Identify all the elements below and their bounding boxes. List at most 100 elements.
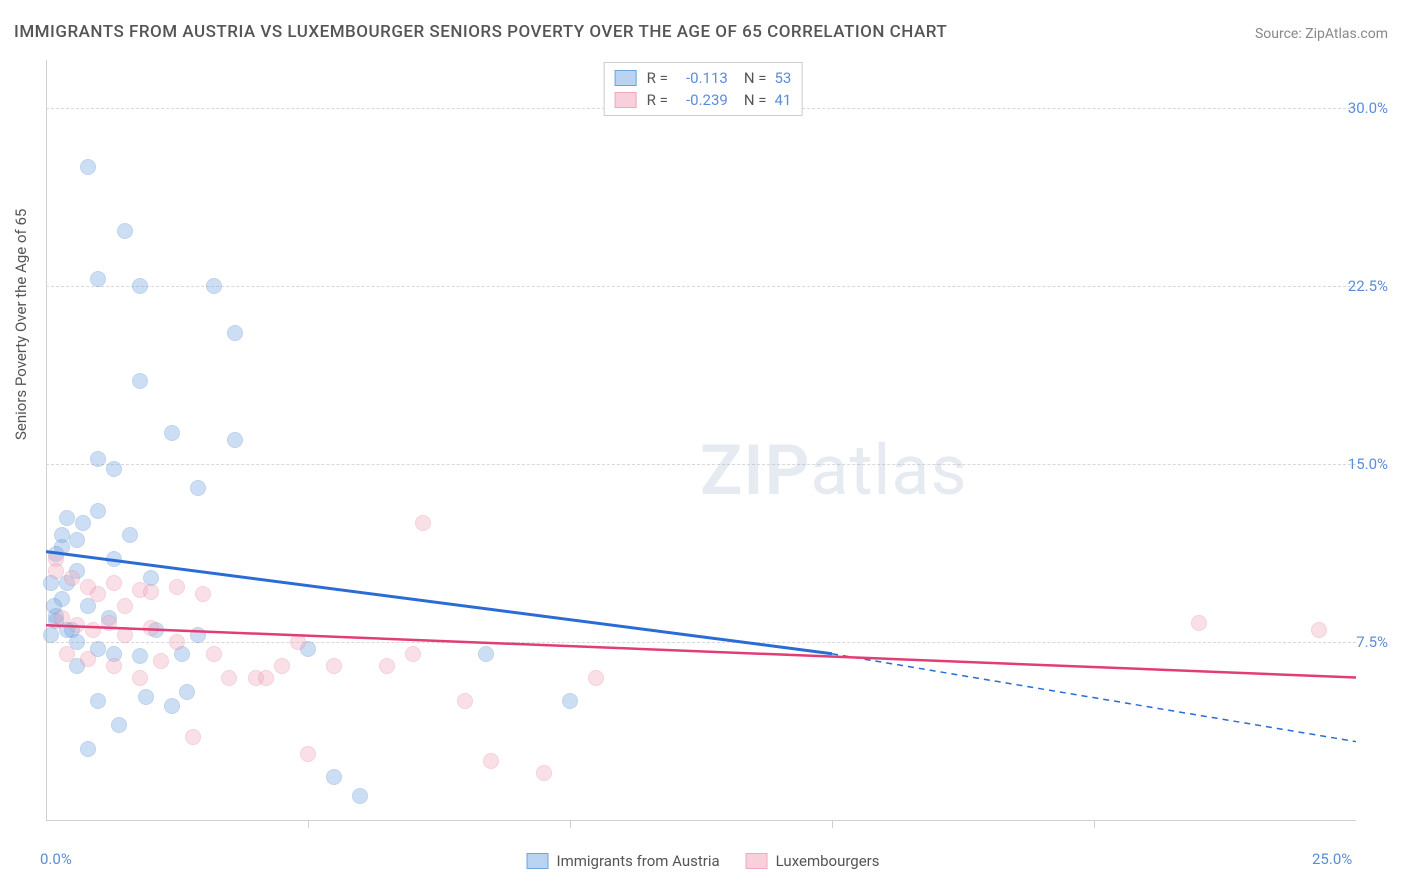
scatter-point: [80, 651, 96, 667]
scatter-point: [352, 788, 368, 804]
watermark-rest: atlas: [810, 430, 967, 512]
scatter-point: [457, 693, 473, 709]
r-value: -0.239: [674, 91, 728, 109]
watermark: ZIPatlas: [700, 430, 968, 512]
trend-line: [46, 552, 832, 654]
series-legend: Immigrants from Austria Luxembourgers: [527, 852, 880, 870]
x-tick: [308, 820, 309, 828]
scatter-point: [326, 769, 342, 785]
scatter-point: [54, 610, 70, 626]
scatter-point: [227, 432, 243, 448]
source-label: Source:: [1255, 26, 1302, 42]
scatter-point: [132, 670, 148, 686]
scatter-point: [483, 753, 499, 769]
scatter-point: [185, 729, 201, 745]
scatter-point: [405, 646, 421, 662]
y-tick-label: 15.0%: [1348, 455, 1388, 473]
scatter-point: [106, 658, 122, 674]
scatter-point: [48, 563, 64, 579]
scatter-point: [169, 634, 185, 650]
scatter-point: [132, 373, 148, 389]
scatter-point: [69, 617, 85, 633]
scatter-point: [106, 551, 122, 567]
grid-line: [46, 642, 1356, 643]
watermark-bold: ZIP: [700, 430, 810, 512]
scatter-point: [90, 503, 106, 519]
scatter-point: [195, 586, 211, 602]
r-value: -0.113: [674, 69, 728, 87]
scatter-point: [80, 741, 96, 757]
source-attribution: Source: ZipAtlas.com: [1255, 26, 1388, 42]
n-value: 53: [774, 69, 791, 87]
scatter-point: [562, 693, 578, 709]
scatter-point: [179, 684, 195, 700]
y-tick-label: 7.5%: [1356, 633, 1388, 651]
y-tick-label: 30.0%: [1348, 99, 1388, 117]
scatter-point: [300, 746, 316, 762]
legend-swatch: [615, 70, 637, 86]
scatter-point: [106, 575, 122, 591]
scatter-point: [69, 532, 85, 548]
scatter-point: [143, 620, 159, 636]
scatter-point: [59, 510, 75, 526]
scatter-point: [536, 765, 552, 781]
grid-line: [46, 286, 1356, 287]
scatter-point: [164, 425, 180, 441]
legend-swatch: [746, 853, 768, 869]
legend-swatch: [527, 853, 549, 869]
correlation-legend-row: R = -0.239 N = 41: [615, 89, 792, 111]
x-tick: [1094, 820, 1095, 828]
chart-title: IMMIGRANTS FROM AUSTRIA VS LUXEMBOURGER …: [14, 22, 947, 42]
scatter-point: [206, 646, 222, 662]
scatter-point: [54, 527, 70, 543]
scatter-point: [153, 653, 169, 669]
scatter-point: [190, 627, 206, 643]
scatter-point: [90, 693, 106, 709]
scatter-point: [326, 658, 342, 674]
scatter-point: [1311, 622, 1327, 638]
scatter-point: [169, 579, 185, 595]
scatter-point: [106, 461, 122, 477]
scatter-point: [143, 584, 159, 600]
trend-line: [46, 625, 1356, 677]
scatter-point: [90, 271, 106, 287]
scatter-point: [138, 689, 154, 705]
r-label: R =: [647, 69, 668, 87]
source-name: ZipAtlas.com: [1305, 26, 1388, 42]
y-tick-label: 22.5%: [1348, 277, 1388, 295]
correlation-legend-row: R = -0.113 N = 53: [615, 67, 792, 89]
legend-item: Luxembourgers: [746, 852, 880, 870]
y-axis-label: Seniors Poverty Over the Age of 65: [12, 209, 30, 440]
x-tick-label: 0.0%: [40, 850, 72, 868]
scatter-point: [80, 159, 96, 175]
scatter-point: [90, 586, 106, 602]
n-value: 41: [774, 91, 791, 109]
scatter-point: [122, 527, 138, 543]
correlation-legend: R = -0.113 N = 53 R = -0.239 N = 41: [604, 62, 803, 116]
legend-item: Immigrants from Austria: [527, 852, 720, 870]
scatter-point: [90, 451, 106, 467]
scatter-point: [206, 278, 222, 294]
scatter-point: [59, 646, 75, 662]
scatter-point: [64, 570, 80, 586]
trend-line-extrapolated: [832, 654, 1356, 742]
n-label: N =: [744, 91, 767, 109]
x-axis-line: [46, 820, 1356, 821]
legend-swatch: [615, 92, 637, 108]
r-label: R =: [647, 91, 668, 109]
scatter-point: [258, 670, 274, 686]
correlation-chart: IMMIGRANTS FROM AUSTRIA VS LUXEMBOURGER …: [0, 0, 1406, 892]
scatter-point: [379, 658, 395, 674]
scatter-point: [1191, 615, 1207, 631]
scatter-point: [415, 515, 431, 531]
scatter-point: [75, 515, 91, 531]
scatter-point: [117, 627, 133, 643]
x-tick: [570, 820, 571, 828]
scatter-point: [111, 717, 127, 733]
scatter-point: [117, 223, 133, 239]
n-label: N =: [744, 69, 767, 87]
scatter-point: [117, 598, 133, 614]
scatter-point: [227, 325, 243, 341]
scatter-point: [132, 278, 148, 294]
scatter-point: [85, 622, 101, 638]
